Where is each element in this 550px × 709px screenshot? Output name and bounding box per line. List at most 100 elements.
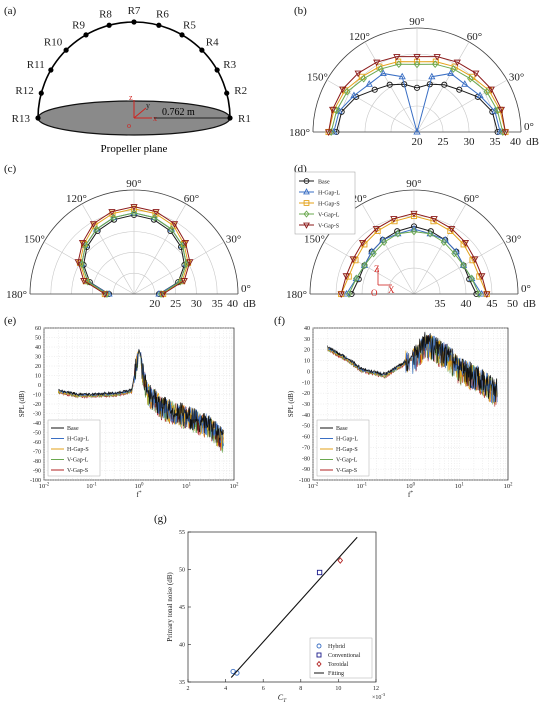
polar-chart-b: 0° 30° 60° 90° 120° 150° 180° 20 25 30 35 40 dB (289, 16, 539, 148)
panel-label-c: (c) (4, 163, 17, 175)
receiver-label: R12 (15, 85, 33, 97)
polar-angle-tick: 0° (241, 283, 251, 295)
spectrum-xlabel: f* (136, 490, 142, 499)
legend-entry: V-Gap-L (318, 213, 340, 219)
polar-spoke (133, 203, 187, 295)
polar-radial-tick: 20 (412, 136, 424, 148)
polar-spoke (413, 241, 505, 295)
receiver-label: R7 (128, 5, 141, 17)
receiver-dot (48, 67, 54, 73)
scatter-legend-entry: Fitting (328, 671, 344, 677)
polar-series-marker (130, 208, 138, 216)
polar-radial-tick: 40 (510, 136, 522, 148)
spectrum-y-tick: 40 (35, 345, 41, 351)
polar-series-marker (398, 72, 406, 80)
polar-series-marker (335, 107, 343, 114)
scatter-xlabel: CT (278, 693, 287, 704)
axis-letter-o: o (127, 121, 131, 130)
polar-series-marker (93, 225, 100, 233)
legend-swatch-marker (303, 200, 310, 206)
polar-series-line (340, 212, 488, 295)
polar-series-marker (339, 86, 347, 94)
legend-entry: H-Gap-S (318, 202, 340, 208)
polar-series-marker (447, 69, 455, 76)
polar-series-line (81, 212, 187, 295)
scatter-legend-entry: Hybrid (328, 644, 345, 650)
polar-series-marker (350, 91, 358, 99)
polar-series-marker (460, 261, 467, 270)
polar-series-marker (179, 241, 186, 250)
spectrum-x-tick: 100 (135, 482, 145, 490)
receiver-dot (214, 67, 220, 73)
polar-series-marker (476, 91, 484, 99)
spectrum-x-tick: 10-2 (308, 482, 319, 490)
spectrum-legend-entry: V-Gap-L (67, 458, 89, 464)
legend-swatch-marker (303, 210, 310, 218)
polar-series-marker (410, 227, 418, 236)
receiver-label: R8 (99, 9, 112, 21)
polar-series-marker (342, 289, 351, 297)
polar-series-marker (461, 239, 470, 247)
polar-series-marker (344, 87, 351, 96)
polar-angle-tick: 180° (289, 127, 310, 139)
polar-series-marker (183, 260, 190, 268)
spectrum-legend-entry: V-Gap-L (336, 458, 358, 464)
legend-entry: Base (318, 180, 330, 186)
spectrum-legend-entry: V-Gap-S (67, 468, 88, 474)
polar-series-marker (431, 60, 439, 69)
polar-series-marker (472, 70, 480, 78)
scatter-legend-swatch (316, 652, 322, 658)
polar-angle-tick: 150° (307, 72, 328, 84)
spectrum-x-tick: 10-1 (357, 482, 368, 490)
polar-angle-tick: 120° (349, 31, 370, 43)
polar-series-marker (426, 229, 434, 238)
spectrum-y-tick: 20 (304, 348, 310, 354)
polar-series-line (328, 56, 506, 133)
polar-spoke (133, 241, 225, 295)
spectrum-legend-entry: Base (67, 426, 79, 432)
receiver-dot (156, 22, 162, 28)
receiver-label: R1 (238, 113, 251, 125)
scatter-legend-entry: Conventional (328, 653, 361, 659)
receiver-dot (63, 47, 69, 53)
polar-series-marker (330, 127, 338, 135)
receiver-dot (131, 19, 137, 25)
polar-series-marker (365, 80, 373, 87)
polar-series-marker (110, 213, 117, 222)
polar-radial-tick: 35 (435, 298, 447, 310)
receiver-dot (83, 32, 89, 38)
polar-angle-tick: 0° (521, 283, 531, 295)
polar-series-marker (451, 249, 458, 258)
polar-series-line (77, 206, 191, 295)
polar-radial-tick: 50 (507, 298, 519, 310)
spectrum-y-tick: 40 (304, 326, 310, 332)
polar-series-marker (410, 224, 418, 232)
polar-series-marker (103, 290, 111, 298)
spectrum-y-tick: -50 (302, 424, 310, 430)
polar-angle-tick: 180° (6, 289, 27, 301)
spectrum-y-tick: -80 (33, 459, 41, 465)
panel-label-a: (a) (4, 5, 17, 17)
spectrum-y-tick: 10 (35, 374, 41, 380)
spectrum-y-tick: 10 (304, 359, 310, 365)
polar-radial-tick: 40 (461, 298, 473, 310)
polar-spoke (361, 203, 415, 295)
d-axis-letter-o: O (371, 288, 378, 298)
polar-series-marker (372, 226, 380, 233)
polar-series-marker (152, 209, 160, 216)
polar-series-marker (456, 86, 463, 93)
polar-series-marker (468, 274, 475, 283)
spectrum-y-tick: -90 (302, 467, 310, 473)
polar-series-marker (151, 213, 158, 222)
scatter-y-tick: 55 (179, 530, 185, 536)
spectrum-y-tick: -20 (33, 402, 41, 408)
spectrum-y-tick: 50 (35, 336, 41, 342)
polar-series-marker (413, 84, 421, 91)
receiver-label: R5 (183, 19, 196, 31)
polar-radial-tick: 45 (487, 298, 499, 310)
polar-series-marker (84, 277, 91, 286)
polar-chart-c: 0° 30° 60° 90° 120° 150° 180° 20 25 30 35 40 dB (6, 178, 256, 310)
axis-letter-y: y (146, 101, 150, 110)
scatter-legend-swatch (316, 643, 322, 649)
scatter-point (337, 557, 344, 564)
